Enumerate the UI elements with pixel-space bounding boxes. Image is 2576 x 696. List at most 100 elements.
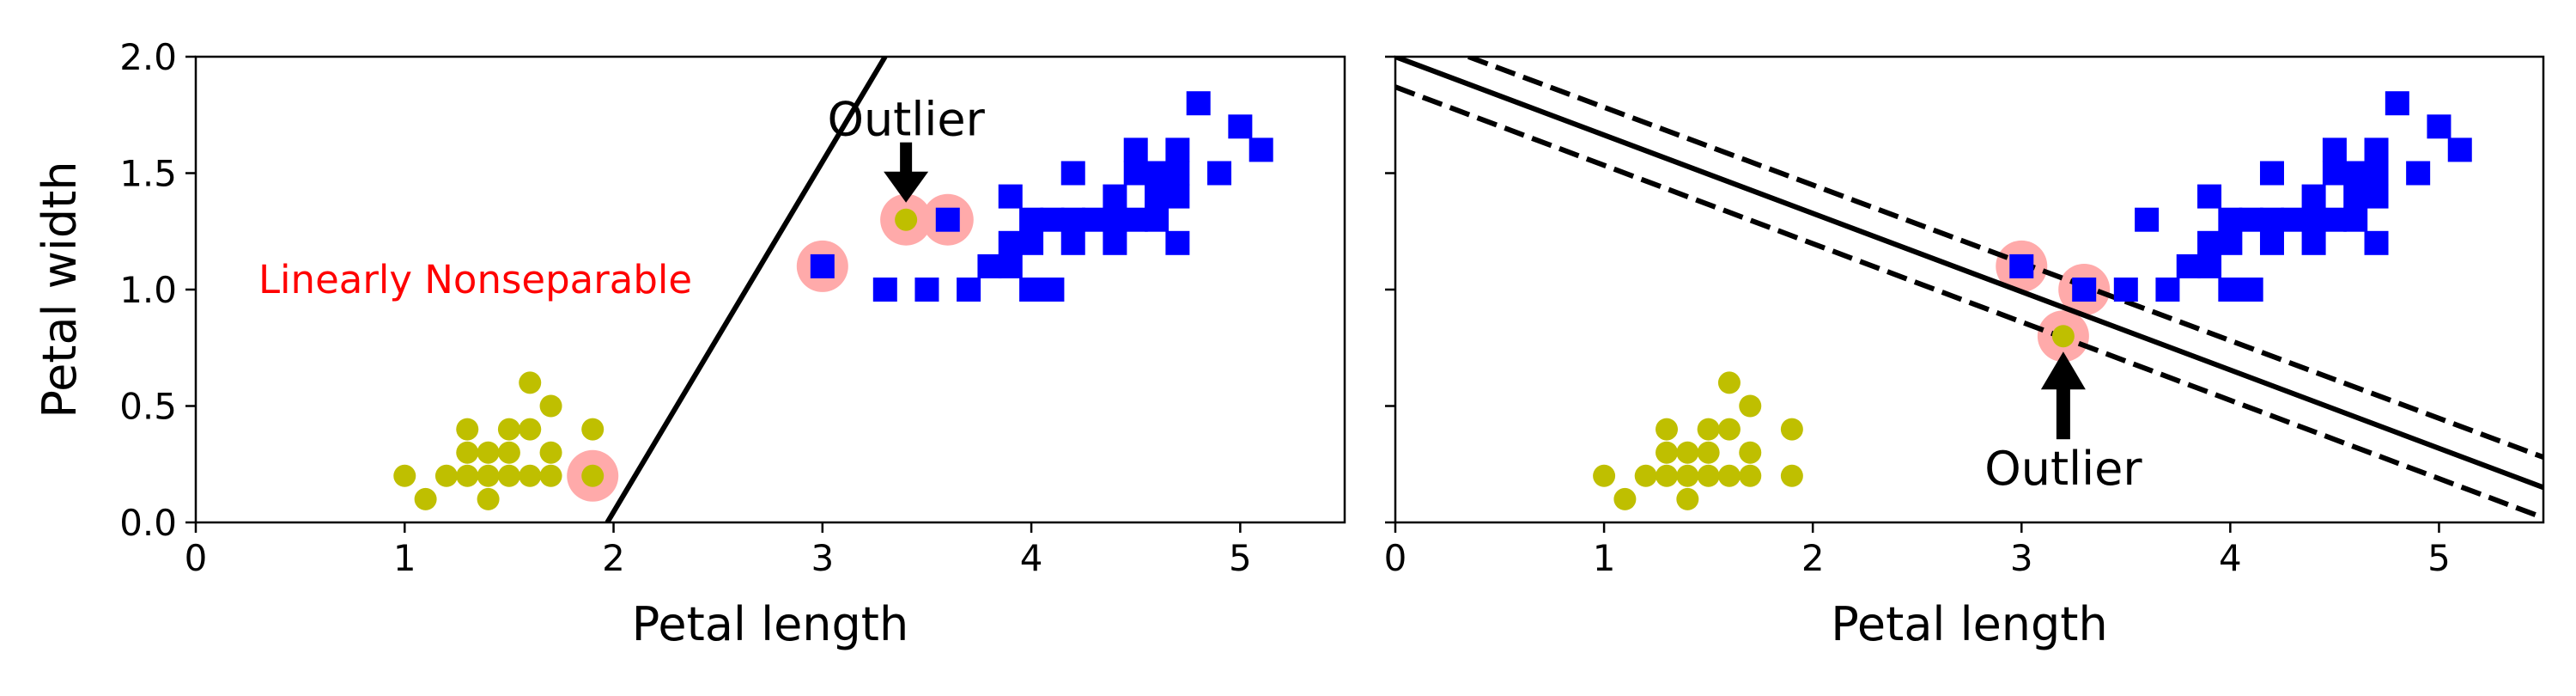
x-tick-label: 2	[602, 537, 625, 579]
circle-marker	[393, 464, 416, 487]
circle-marker	[456, 418, 479, 441]
square-marker	[2301, 230, 2326, 255]
square-marker	[977, 253, 1002, 278]
square-marker	[1145, 184, 1170, 209]
circle-marker	[581, 464, 605, 487]
square-marker	[2364, 230, 2389, 255]
x-axis-label: Petal length	[632, 597, 908, 651]
square-marker	[998, 230, 1023, 255]
circle-marker	[414, 487, 437, 510]
circle-marker	[519, 464, 542, 487]
circle-marker	[1656, 441, 1679, 464]
x-tick-label: 2	[1801, 537, 1825, 579]
square-marker	[2343, 207, 2368, 232]
plot-area	[393, 57, 1273, 522]
square-marker	[2113, 278, 2138, 302]
circle-marker	[519, 371, 542, 394]
square-marker	[1019, 230, 1044, 255]
margin-line	[1467, 57, 2543, 460]
y-tick-label: 0.5	[119, 386, 177, 428]
square-marker	[935, 207, 960, 232]
circle-marker	[1697, 464, 1720, 487]
square-marker	[1123, 161, 1148, 186]
square-marker	[998, 184, 1023, 209]
circle-marker	[1656, 418, 1679, 441]
square-marker	[2197, 253, 2222, 278]
square-marker	[1040, 207, 1065, 232]
square-marker	[1060, 207, 1085, 232]
square-marker	[872, 278, 897, 302]
x-tick-label: 5	[2427, 537, 2451, 579]
circle-marker	[497, 441, 520, 464]
square-marker	[1060, 161, 1085, 186]
square-marker	[2155, 278, 2180, 302]
square-marker	[2322, 161, 2347, 186]
square-marker	[1123, 207, 1148, 232]
circle-marker	[456, 441, 479, 464]
square-marker	[1186, 91, 1211, 116]
square-marker	[2301, 184, 2326, 209]
square-marker	[1207, 161, 1232, 186]
annotation-arrow-shaft	[900, 142, 913, 177]
circle-marker	[497, 464, 520, 487]
square-marker	[914, 278, 939, 302]
circle-marker	[539, 441, 562, 464]
circle-marker	[1717, 464, 1741, 487]
circle-marker	[434, 464, 458, 487]
square-marker	[2385, 91, 2409, 116]
square-marker	[2239, 207, 2263, 232]
square-marker	[1165, 184, 1190, 209]
square-marker	[1145, 161, 1170, 186]
square-marker	[1019, 278, 1044, 302]
plot-area	[1395, 57, 2543, 521]
square-marker	[2343, 161, 2368, 186]
x-tick-label: 4	[1020, 537, 1043, 579]
square-marker	[2135, 207, 2160, 232]
square-marker	[2259, 161, 2284, 186]
square-marker	[1103, 230, 1127, 255]
y-tick-label: 1.0	[119, 269, 177, 311]
x-tick-label: 3	[811, 537, 834, 579]
circle-marker	[519, 418, 542, 441]
square-marker	[2239, 278, 2263, 302]
circle-marker	[1739, 441, 1762, 464]
square-marker	[2322, 207, 2347, 232]
square-marker	[2447, 137, 2472, 162]
square-marker	[2218, 278, 2243, 302]
square-marker	[2197, 184, 2222, 209]
circle-marker	[1717, 418, 1741, 441]
square-marker	[2364, 137, 2389, 162]
square-marker	[1165, 137, 1190, 162]
circle-marker	[497, 418, 520, 441]
square-marker	[2364, 161, 2389, 186]
x-tick-label: 0	[1384, 537, 1407, 579]
decision-boundary	[605, 57, 888, 522]
x-tick-label: 1	[393, 537, 416, 579]
circle-marker	[1656, 464, 1679, 487]
x-tick-label: 1	[1593, 537, 1616, 579]
circle-marker	[1676, 441, 1699, 464]
square-marker	[2301, 207, 2326, 232]
square-marker	[2322, 137, 2347, 162]
square-marker	[1145, 207, 1170, 232]
circle-marker	[477, 464, 500, 487]
circle-marker	[581, 418, 605, 441]
decision-boundary	[1395, 57, 2543, 491]
square-marker	[1060, 230, 1085, 255]
outlier-label: Outlier	[827, 92, 985, 146]
square-marker	[1019, 207, 1044, 232]
square-marker	[2218, 230, 2243, 255]
square-marker	[998, 253, 1023, 278]
circle-marker	[1697, 441, 1720, 464]
x-tick-label: 5	[1229, 537, 1252, 579]
square-marker	[2406, 161, 2431, 186]
x-tick-label: 0	[185, 537, 208, 579]
square-marker	[2281, 207, 2306, 232]
annotation-arrow-shaft	[2056, 388, 2070, 440]
y-axis-label: Petal width	[33, 161, 87, 418]
square-marker	[810, 253, 835, 278]
circle-marker	[1739, 394, 1762, 418]
circle-marker	[477, 441, 500, 464]
x-axis-label: Petal length	[1831, 597, 2107, 651]
circle-marker	[1739, 464, 1762, 487]
